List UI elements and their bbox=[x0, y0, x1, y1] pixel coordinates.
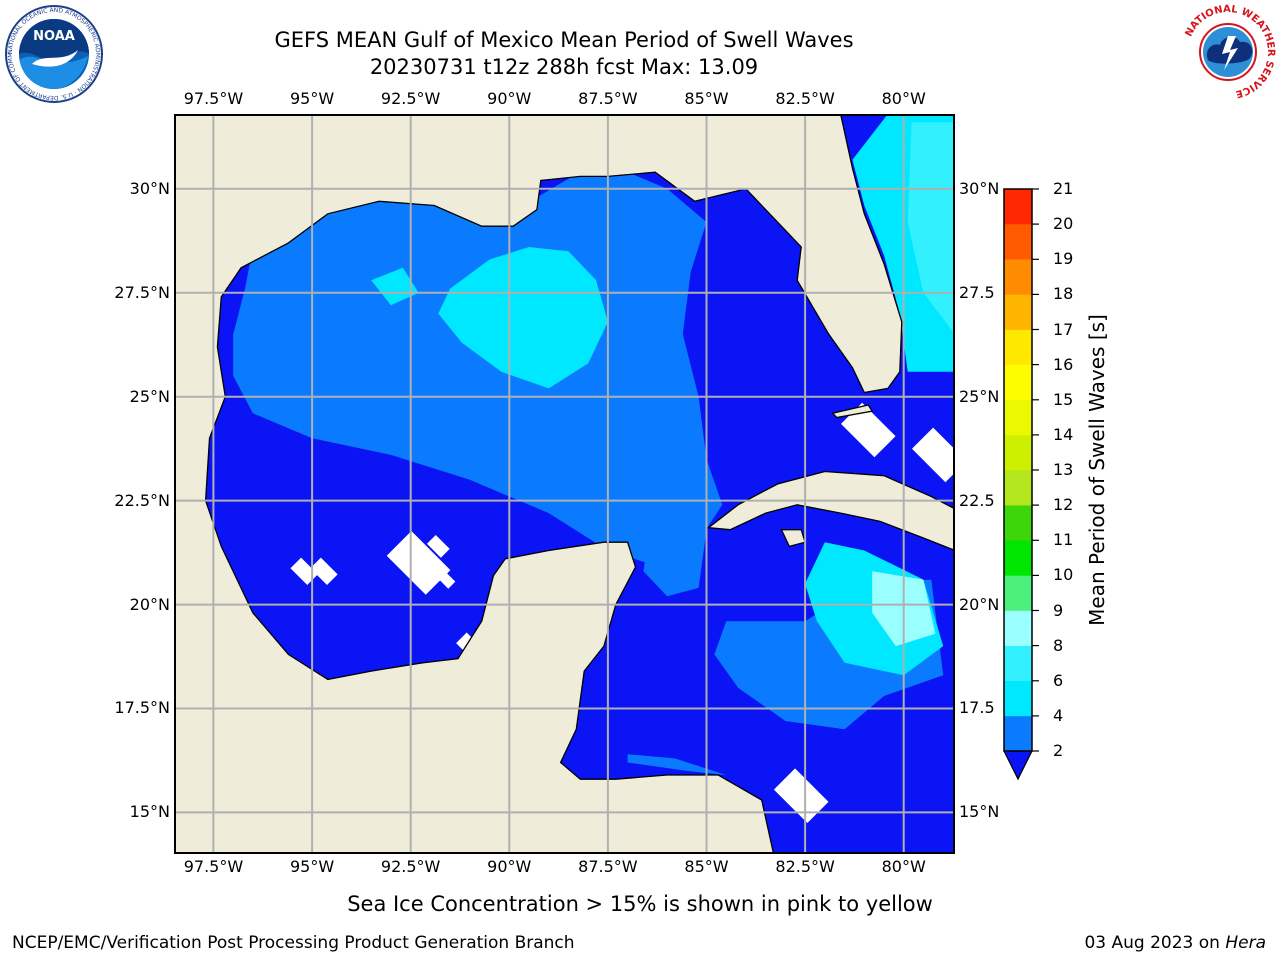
x-tick-label-top: 80°W bbox=[881, 89, 926, 108]
colorbar-tick-label: 10 bbox=[1053, 565, 1074, 585]
x-tick-label-top: 95°W bbox=[289, 89, 335, 108]
field-4-6-sw-of-delta bbox=[371, 267, 419, 306]
y-tick-label-right: 22.5 bbox=[959, 490, 995, 510]
colorbar-tick-label: 11 bbox=[1053, 530, 1074, 550]
noaa-logo-icon: NATIONAL OCEANIC AND ATMOSPHERIC ADMINIS… bbox=[4, 4, 103, 103]
x-tick-label-top: 87.5°W bbox=[578, 89, 638, 108]
colorbar-segment bbox=[1004, 189, 1032, 225]
coastline bbox=[706, 470, 955, 552]
colorbar-tick-label: 14 bbox=[1053, 424, 1074, 444]
no-data-patch bbox=[310, 557, 338, 586]
y-tick-label-right: 30°N bbox=[959, 178, 1000, 198]
colorbar-segment bbox=[1004, 505, 1032, 541]
chart-title: GEFS MEAN Gulf of Mexico Mean Period of … bbox=[274, 28, 854, 52]
y-tick-label-left: 25°N bbox=[129, 386, 170, 406]
colorbar-segment bbox=[1004, 715, 1032, 752]
x-tick-label-bottom: 90°W bbox=[487, 857, 532, 876]
colorbar-tick-label: 9 bbox=[1053, 600, 1064, 620]
colorbar-segment bbox=[1004, 575, 1032, 611]
swell-period-map bbox=[174, 114, 955, 854]
no-data-patch bbox=[426, 534, 450, 558]
x-tick-label-top: 85°W bbox=[684, 89, 729, 108]
no-data-patch bbox=[911, 427, 955, 483]
grid-lines bbox=[174, 114, 955, 854]
y-tick-label-left: 22.5°N bbox=[114, 490, 170, 510]
colorbar-segment bbox=[1004, 540, 1032, 576]
chart-subtitle: 20230731 t12z 288h fcst Max: 13.09 bbox=[369, 55, 759, 79]
no-data-patch bbox=[773, 768, 829, 824]
colorbar-under-arrow bbox=[1003, 750, 1033, 781]
colorbar-tick-label: 4 bbox=[1053, 705, 1064, 725]
colorbar-tick-label: 6 bbox=[1053, 670, 1064, 690]
y-tick-label-left: 15°N bbox=[129, 802, 170, 822]
colorbar-tick-label: 21 bbox=[1053, 179, 1074, 198]
sea-ice-note: Sea Ice Concentration > 15% is shown in … bbox=[347, 892, 933, 916]
no-data-patch bbox=[290, 557, 318, 585]
y-tick-label-left: 20°N bbox=[129, 594, 170, 614]
x-tick-label-bottom: 95°W bbox=[289, 857, 335, 876]
footer-branch: NCEP/EMC/Verification Post Processing Pr… bbox=[12, 933, 575, 953]
footer-machine: Hera bbox=[1225, 933, 1266, 953]
colorbar-tick-label: 12 bbox=[1053, 495, 1074, 515]
nws-logo-icon: NATIONAL WEATHER SERVICE bbox=[1180, 4, 1276, 100]
land-keys bbox=[832, 405, 873, 418]
colorbar-tick-label: 16 bbox=[1053, 354, 1074, 374]
y-tick-label-right: 20°N bbox=[959, 594, 1000, 614]
x-tick-label-top: 97.5°W bbox=[183, 89, 244, 108]
y-tick-label-left: 27.5°N bbox=[114, 282, 170, 302]
field-6-9-florida-atlantic bbox=[907, 122, 955, 335]
x-tick-label-bottom: 92.5°W bbox=[380, 857, 441, 876]
colorbar-segment bbox=[1004, 224, 1032, 260]
x-tick-label-bottom: 87.5°W bbox=[578, 857, 638, 876]
footer-date: 03 Aug 2023 on Hera bbox=[1084, 933, 1266, 953]
colorbar-segment bbox=[1004, 470, 1032, 506]
x-tick-label-bottom: 97.5°W bbox=[183, 857, 244, 876]
field-2-4-central-gulf bbox=[233, 172, 723, 563]
x-tick-label-bottom: 80°W bbox=[881, 857, 926, 876]
x-tick-label-bottom: 82.5°W bbox=[775, 857, 835, 876]
colorbar-tick-label: 18 bbox=[1053, 284, 1074, 304]
colorbar-segment bbox=[1004, 364, 1032, 400]
coastline bbox=[831, 404, 874, 419]
y-tick-label-right: 27.5 bbox=[959, 282, 995, 302]
colorbar-tick-label: 2 bbox=[1053, 741, 1064, 760]
x-tick-label-bottom: 85°W bbox=[684, 857, 729, 876]
noaa-logo-text: NOAA bbox=[33, 29, 75, 44]
colorbar-tick-label: 15 bbox=[1053, 389, 1074, 409]
colorbar-tick-label: 19 bbox=[1053, 249, 1074, 269]
colorbar-tick-label: 8 bbox=[1053, 635, 1064, 655]
y-tick-label-right: 17.5 bbox=[959, 698, 995, 718]
no-data-patch bbox=[437, 570, 456, 589]
map-frame bbox=[174, 114, 955, 854]
x-tick-label-top: 92.5°W bbox=[380, 89, 441, 108]
colorbar-segment bbox=[1004, 329, 1032, 365]
colorbar-tick-label: 13 bbox=[1053, 460, 1074, 479]
y-tick-label-right: 25°N bbox=[959, 386, 1000, 406]
colorbar-tick-label: 17 bbox=[1053, 319, 1074, 339]
colorbar-segment bbox=[1004, 434, 1032, 471]
y-tick-label-left: 30°N bbox=[129, 178, 170, 198]
colorbar-segment bbox=[1004, 259, 1032, 295]
footer-date-text: 03 Aug 2023 on bbox=[1084, 933, 1226, 953]
colorbar-segment bbox=[1004, 680, 1032, 717]
colorbar-segment bbox=[1004, 645, 1032, 681]
y-tick-label-left: 17.5°N bbox=[114, 698, 170, 718]
no-data-patch bbox=[840, 402, 896, 458]
no-data-patch bbox=[386, 531, 451, 595]
colorbar-segment bbox=[1004, 294, 1032, 330]
field-2-4-yucatan-channel bbox=[643, 521, 707, 597]
colorbar bbox=[1003, 188, 1039, 781]
land-isla-juventud bbox=[781, 529, 806, 547]
x-tick-label-top: 90°W bbox=[487, 89, 532, 108]
y-tick-label-right: 15°N bbox=[959, 802, 1000, 822]
colorbar-tick-label: 20 bbox=[1053, 214, 1074, 234]
field-2-4-honduras bbox=[627, 754, 727, 775]
field-4-6-north-central bbox=[438, 247, 608, 389]
colorbar-segment bbox=[1004, 399, 1032, 436]
x-tick-label-top: 82.5°W bbox=[775, 89, 835, 108]
colorbar-label: Mean Period of Swell Waves [s] bbox=[1085, 314, 1109, 626]
colorbar-segment bbox=[1004, 610, 1032, 646]
